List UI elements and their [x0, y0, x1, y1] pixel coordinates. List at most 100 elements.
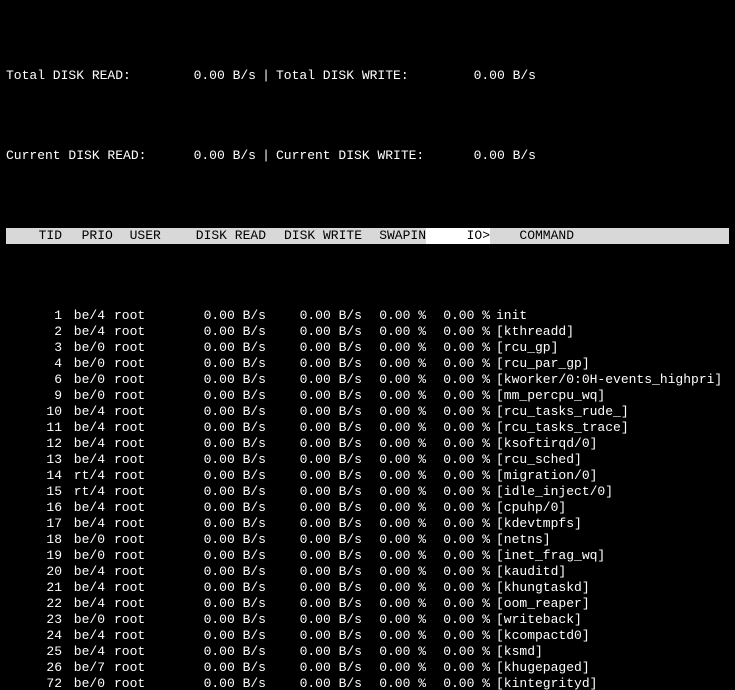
cell-io: 0.00 %	[426, 388, 490, 404]
cell-user: root	[114, 404, 170, 420]
process-row[interactable]: 21 be/4root0.00 B/s0.00 B/s0.00 %0.00 %[…	[6, 580, 729, 596]
process-row[interactable]: 9 be/0root0.00 B/s0.00 B/s0.00 %0.00 %[m…	[6, 388, 729, 404]
process-row[interactable]: 26 be/7root0.00 B/s0.00 B/s0.00 %0.00 %[…	[6, 660, 729, 676]
cell-user: root	[114, 548, 170, 564]
process-row[interactable]: 15 rt/4root0.00 B/s0.00 B/s0.00 %0.00 %[…	[6, 484, 729, 500]
cell-command: init	[490, 308, 729, 324]
cell-prio: be/4	[62, 420, 114, 436]
cell-user: root	[114, 468, 170, 484]
cell-disk-write: 0.00 B/s	[266, 596, 362, 612]
cell-io: 0.00 %	[426, 580, 490, 596]
cell-command: [kdevtmpfs]	[490, 516, 729, 532]
cell-command: [khungtaskd]	[490, 580, 729, 596]
process-row[interactable]: 3 be/0root0.00 B/s0.00 B/s0.00 %0.00 %[r…	[6, 340, 729, 356]
process-row[interactable]: 2 be/4root0.00 B/s0.00 B/s0.00 %0.00 %[k…	[6, 324, 729, 340]
cell-user: root	[114, 516, 170, 532]
cell-swapin: 0.00 %	[362, 548, 426, 564]
cell-tid: 10	[6, 404, 62, 420]
cell-swapin: 0.00 %	[362, 372, 426, 388]
process-row[interactable]: 12 be/4root0.00 B/s0.00 B/s0.00 %0.00 %[…	[6, 436, 729, 452]
col-tid[interactable]: TID	[6, 228, 62, 244]
process-row[interactable]: 4 be/0root0.00 B/s0.00 B/s0.00 %0.00 %[r…	[6, 356, 729, 372]
col-user[interactable]: USER	[114, 228, 170, 244]
process-row[interactable]: 72 be/0root0.00 B/s0.00 B/s0.00 %0.00 %[…	[6, 676, 729, 690]
cell-swapin: 0.00 %	[362, 580, 426, 596]
col-swapin[interactable]: SWAPIN	[362, 228, 426, 244]
col-io-sorted[interactable]: IO>	[426, 228, 490, 244]
cell-io: 0.00 %	[426, 372, 490, 388]
cell-swapin: 0.00 %	[362, 612, 426, 628]
process-row[interactable]: 16 be/4root0.00 B/s0.00 B/s0.00 %0.00 %[…	[6, 500, 729, 516]
cell-user: root	[114, 308, 170, 324]
cell-prio: be/4	[62, 500, 114, 516]
cell-prio: be/4	[62, 516, 114, 532]
cell-tid: 6	[6, 372, 62, 388]
cell-command: [writeback]	[490, 612, 729, 628]
cell-prio: be/7	[62, 660, 114, 676]
process-row[interactable]: 11 be/4root0.00 B/s0.00 B/s0.00 %0.00 %[…	[6, 420, 729, 436]
cell-disk-read: 0.00 B/s	[170, 340, 266, 356]
cell-tid: 23	[6, 612, 62, 628]
cell-user: root	[114, 532, 170, 548]
cell-command: [oom_reaper]	[490, 596, 729, 612]
cell-disk-write: 0.00 B/s	[266, 532, 362, 548]
cell-io: 0.00 %	[426, 532, 490, 548]
cell-prio: be/4	[62, 580, 114, 596]
cell-tid: 4	[6, 356, 62, 372]
cell-prio: be/0	[62, 676, 114, 690]
cell-io: 0.00 %	[426, 548, 490, 564]
process-row[interactable]: 22 be/4root0.00 B/s0.00 B/s0.00 %0.00 %[…	[6, 596, 729, 612]
cell-disk-read: 0.00 B/s	[170, 356, 266, 372]
process-row[interactable]: 14 rt/4root0.00 B/s0.00 B/s0.00 %0.00 %[…	[6, 468, 729, 484]
cell-io: 0.00 %	[426, 516, 490, 532]
cell-tid: 20	[6, 564, 62, 580]
cell-tid: 21	[6, 580, 62, 596]
cell-tid: 13	[6, 452, 62, 468]
cell-io: 0.00 %	[426, 324, 490, 340]
cell-command: [migration/0]	[490, 468, 729, 484]
cell-tid: 2	[6, 324, 62, 340]
col-disk-read[interactable]: DISK READ	[170, 228, 266, 244]
cell-io: 0.00 %	[426, 612, 490, 628]
cell-swapin: 0.00 %	[362, 404, 426, 420]
process-row[interactable]: 19 be/0root0.00 B/s0.00 B/s0.00 %0.00 %[…	[6, 548, 729, 564]
cell-command: [ksoftirqd/0]	[490, 436, 729, 452]
cell-prio: rt/4	[62, 468, 114, 484]
col-disk-write[interactable]: DISK WRITE	[266, 228, 362, 244]
cell-disk-read: 0.00 B/s	[170, 404, 266, 420]
process-row[interactable]: 10 be/4root0.00 B/s0.00 B/s0.00 %0.00 %[…	[6, 404, 729, 420]
cell-io: 0.00 %	[426, 436, 490, 452]
cell-disk-write: 0.00 B/s	[266, 388, 362, 404]
cell-io: 0.00 %	[426, 500, 490, 516]
process-row[interactable]: 1 be/4root0.00 B/s0.00 B/s0.00 %0.00 %in…	[6, 308, 729, 324]
cell-command: [idle_inject/0]	[490, 484, 729, 500]
cell-command: [inet_frag_wq]	[490, 548, 729, 564]
cell-io: 0.00 %	[426, 452, 490, 468]
cell-io: 0.00 %	[426, 628, 490, 644]
cell-disk-read: 0.00 B/s	[170, 612, 266, 628]
process-row[interactable]: 25 be/4root0.00 B/s0.00 B/s0.00 %0.00 %[…	[6, 644, 729, 660]
cell-disk-read: 0.00 B/s	[170, 644, 266, 660]
cell-tid: 3	[6, 340, 62, 356]
process-row[interactable]: 23 be/0root0.00 B/s0.00 B/s0.00 %0.00 %[…	[6, 612, 729, 628]
col-command[interactable]: COMMAND	[490, 228, 729, 244]
process-row[interactable]: 17 be/4root0.00 B/s0.00 B/s0.00 %0.00 %[…	[6, 516, 729, 532]
process-row[interactable]: 20 be/4root0.00 B/s0.00 B/s0.00 %0.00 %[…	[6, 564, 729, 580]
cell-io: 0.00 %	[426, 660, 490, 676]
cell-user: root	[114, 612, 170, 628]
cell-disk-write: 0.00 B/s	[266, 308, 362, 324]
process-list: 1 be/4root0.00 B/s0.00 B/s0.00 %0.00 %in…	[6, 308, 729, 690]
cell-prio: be/4	[62, 644, 114, 660]
process-row[interactable]: 13 be/4root0.00 B/s0.00 B/s0.00 %0.00 %[…	[6, 452, 729, 468]
process-row[interactable]: 24 be/4root0.00 B/s0.00 B/s0.00 %0.00 %[…	[6, 628, 729, 644]
cell-io: 0.00 %	[426, 596, 490, 612]
cell-disk-read: 0.00 B/s	[170, 532, 266, 548]
process-row[interactable]: 18 be/0root0.00 B/s0.00 B/s0.00 %0.00 %[…	[6, 532, 729, 548]
process-row[interactable]: 6 be/0root0.00 B/s0.00 B/s0.00 %0.00 %[k…	[6, 372, 729, 388]
cell-disk-write: 0.00 B/s	[266, 676, 362, 690]
cell-disk-write: 0.00 B/s	[266, 516, 362, 532]
cell-disk-write: 0.00 B/s	[266, 612, 362, 628]
col-prio[interactable]: PRIO	[62, 228, 114, 244]
cell-prio: be/4	[62, 628, 114, 644]
cell-command: [kintegrityd]	[490, 676, 729, 690]
